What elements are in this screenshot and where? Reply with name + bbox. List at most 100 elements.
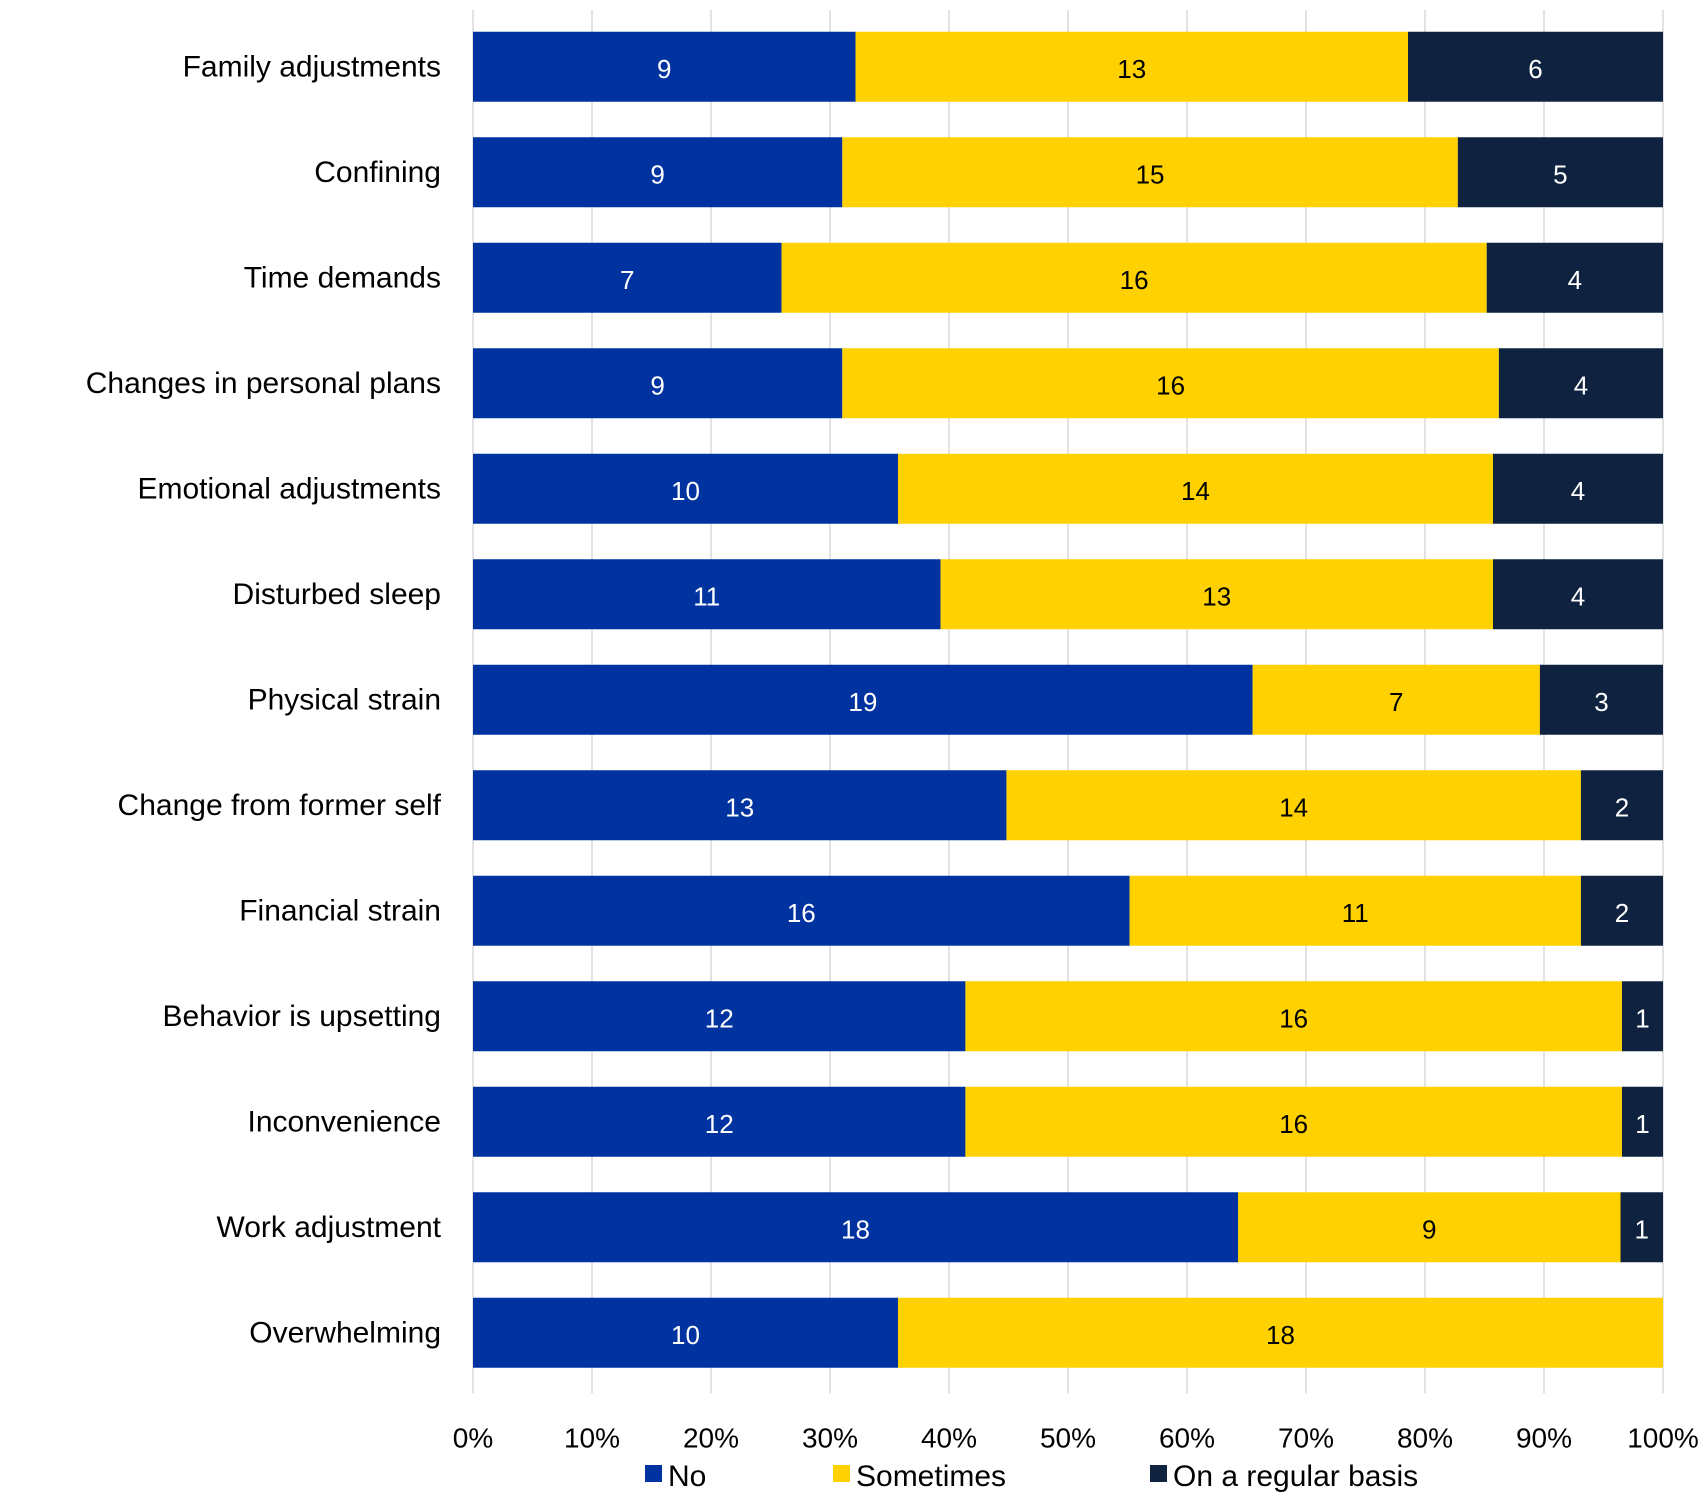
data-label: 11 — [1342, 898, 1369, 928]
data-label: 12 — [705, 1003, 734, 1033]
category-label: Disturbed sleep — [233, 578, 441, 611]
data-label: 4 — [1568, 265, 1582, 295]
bar-segment-sometimes — [842, 348, 1499, 419]
legend-swatch-on-a-regular-basis — [1150, 1465, 1167, 1482]
x-tick-label: 20% — [683, 1423, 739, 1454]
data-label: 1 — [1635, 1214, 1649, 1244]
bar-segment-no — [473, 31, 856, 102]
data-labels: 9 13 69 15 57 16 49 16 410 14 411 13 419 7 313 14 216 11 2… — [620, 54, 1650, 1350]
legend-label-sometimes: Sometimes — [856, 1460, 1006, 1493]
bar-segment-sometimes — [781, 242, 1487, 313]
bar-segment-no — [473, 1192, 1238, 1263]
data-label: 14 — [1181, 476, 1210, 506]
bar-segment-sometimes — [940, 559, 1493, 630]
data-label: 14 — [1279, 792, 1308, 822]
data-label: 12 — [705, 1109, 734, 1139]
bar-segment-sometimes — [898, 1297, 1663, 1368]
category-label: Inconvenience — [248, 1105, 441, 1138]
data-label: 9 — [650, 159, 664, 189]
category-label: Family adjustments — [183, 50, 441, 83]
data-label: 4 — [1571, 476, 1585, 506]
bar-segment-no — [473, 137, 843, 208]
x-tick-label: 40% — [921, 1423, 977, 1454]
data-label: 18 — [841, 1214, 870, 1244]
category-label: Emotional adjustments — [138, 472, 442, 505]
data-label: 6 — [1528, 54, 1542, 84]
bar-segment-no — [473, 242, 782, 313]
data-label: 16 — [787, 898, 816, 928]
x-tick-label: 80% — [1397, 1423, 1453, 1454]
bar-segment-on-a-regular-basis — [1493, 453, 1663, 524]
bar-segment-on-a-regular-basis — [1493, 559, 1663, 630]
bar-segment-no — [473, 981, 966, 1052]
bar-segment-sometimes — [898, 453, 1493, 524]
bar-segment-sometimes — [1238, 1192, 1621, 1263]
data-label: 2 — [1615, 792, 1629, 822]
bar-segment-no — [473, 770, 1007, 841]
bar-segment-on-a-regular-basis — [1580, 770, 1663, 841]
data-label: 4 — [1574, 370, 1588, 400]
category-label: Time demands — [244, 261, 441, 294]
bar-segment-on-a-regular-basis — [1621, 1086, 1663, 1157]
data-label: 1 — [1635, 1003, 1649, 1033]
bar-segment-sometimes — [1129, 875, 1581, 946]
data-label: 13 — [725, 792, 754, 822]
data-label: 9 — [657, 54, 671, 84]
bar-segment-sometimes — [855, 31, 1408, 102]
category-label: Change from former self — [118, 789, 442, 822]
bar-segment-no — [473, 559, 941, 630]
bar-segment-no — [473, 348, 843, 419]
data-label: 16 — [1120, 265, 1149, 295]
category-labels: Family adjustments Confining Time demands C… — [86, 50, 442, 1349]
legend-label-on-a-regular-basis: On a regular basis — [1173, 1460, 1418, 1493]
bar-segment-on-a-regular-basis — [1580, 875, 1663, 946]
bar-segment-sometimes — [965, 981, 1622, 1052]
x-tick-label: 0% — [453, 1423, 493, 1454]
data-label: 4 — [1571, 581, 1585, 611]
legend-label-no: No — [668, 1460, 706, 1493]
data-label: 15 — [1136, 159, 1165, 189]
category-label: Overwhelming — [249, 1316, 441, 1349]
data-label: 1 — [1635, 1109, 1649, 1139]
bar-segment-sometimes — [965, 1086, 1622, 1157]
legend-swatch-sometimes — [833, 1465, 850, 1482]
bar-segment-no — [473, 1297, 898, 1368]
x-axis-tick-labels: 0% 10% 20% 30% 40% 50% 60% 70% 80% 90% 100% — [453, 1423, 1699, 1454]
legend-swatch-no — [645, 1465, 662, 1482]
category-label: Physical strain — [248, 683, 441, 716]
bar-segment-on-a-regular-basis — [1457, 137, 1663, 208]
data-label: 19 — [848, 687, 877, 717]
bar-segment-sometimes — [1006, 770, 1581, 841]
data-label: 16 — [1279, 1109, 1308, 1139]
data-label: 7 — [1389, 687, 1403, 717]
bar-segment-no — [473, 453, 898, 524]
x-tick-label: 50% — [1040, 1423, 1096, 1454]
category-label: Financial strain — [239, 894, 441, 927]
x-tick-label: 100% — [1627, 1423, 1699, 1454]
data-label: 10 — [671, 476, 700, 506]
data-label: 10 — [671, 1320, 700, 1350]
data-label: 9 — [1422, 1214, 1436, 1244]
category-label: Work adjustment — [216, 1211, 441, 1244]
category-label: Confining — [314, 156, 441, 189]
bar-segment-on-a-regular-basis — [1621, 981, 1663, 1052]
x-tick-label: 90% — [1516, 1423, 1572, 1454]
data-label: 3 — [1594, 687, 1608, 717]
bar-segment-sometimes — [1252, 664, 1540, 735]
x-tick-label: 60% — [1159, 1423, 1215, 1454]
x-tick-label: 10% — [564, 1423, 620, 1454]
data-label: 13 — [1117, 54, 1146, 84]
data-label: 7 — [620, 265, 634, 295]
bar-segment-sometimes — [842, 137, 1458, 208]
data-label: 16 — [1279, 1003, 1308, 1033]
bar-segment-on-a-regular-basis — [1486, 242, 1663, 313]
data-label: 9 — [650, 370, 664, 400]
data-label: 11 — [693, 581, 720, 611]
bar-segment-on-a-regular-basis — [1498, 348, 1663, 419]
data-label: 2 — [1615, 898, 1629, 928]
x-tick-label: 30% — [802, 1423, 858, 1454]
bar-segment-no — [473, 664, 1253, 735]
x-tick-label: 70% — [1278, 1423, 1334, 1454]
legend: No Sometimes On a regular basis — [645, 1460, 1418, 1493]
